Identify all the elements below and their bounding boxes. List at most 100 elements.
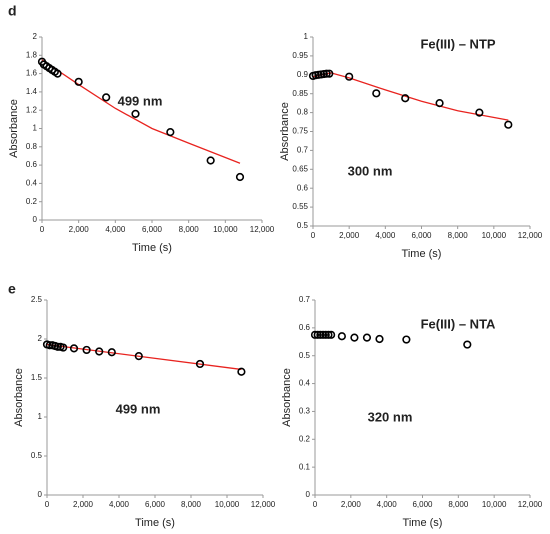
x-tick-label: 10,000	[215, 500, 240, 509]
x-tick-label: 8,000	[448, 500, 469, 509]
panel-label: e	[8, 281, 16, 297]
x-tick-label: 10,000	[482, 500, 507, 509]
data-point	[475, 108, 484, 117]
y-axis-title: Absorbance	[281, 368, 293, 427]
x-tick-label: 2,000	[341, 500, 362, 509]
data-point	[310, 330, 320, 339]
data-point	[59, 343, 68, 352]
panel-label: d	[8, 3, 17, 19]
data-point	[504, 120, 513, 129]
y-axis-title: Absorbance	[279, 102, 291, 161]
y-axis-title: Absorbance	[13, 368, 25, 427]
y-tick-label: 0	[33, 215, 38, 224]
y-tick-label: 2.5	[31, 295, 43, 304]
y-tick-label: 0	[38, 490, 43, 499]
data-point	[235, 172, 245, 182]
y-tick-label: 0.5	[299, 351, 311, 360]
x-tick-label: 4,000	[375, 231, 396, 240]
x-tick-label: 2,000	[339, 231, 360, 240]
y-tick-label: 0.6	[26, 160, 38, 169]
data-point	[345, 72, 354, 81]
data-point	[322, 69, 331, 78]
x-tick-label: 6,000	[145, 500, 166, 509]
y-tick-label: 0	[306, 490, 311, 499]
x-tick-label: 12,000	[518, 231, 543, 240]
data-point	[195, 359, 205, 369]
y-tick-label: 0.75	[292, 127, 308, 136]
x-tick-label: 12,000	[251, 500, 276, 509]
y-tick-label: 0.6	[297, 183, 309, 192]
annotation: 300 nm	[348, 163, 393, 178]
fit-line	[46, 343, 242, 371]
data-point	[401, 94, 410, 103]
data-point	[69, 344, 79, 353]
data-point	[435, 99, 444, 108]
x-tick-label: 4,000	[377, 500, 398, 509]
y-tick-label: 0.3	[299, 407, 311, 416]
x-axis-title: Time (s)	[132, 242, 172, 254]
y-tick-label: 0.5	[31, 451, 43, 460]
y-tick-label: 1.6	[26, 69, 38, 78]
x-axis-title: Time (s)	[135, 517, 175, 529]
data-point	[337, 332, 346, 341]
data-point	[350, 333, 359, 342]
data-point	[53, 342, 62, 351]
x-tick-label: 12,000	[518, 500, 543, 509]
x-tick-label: 0	[313, 500, 318, 509]
y-tick-label: 1	[33, 124, 38, 133]
data-point	[53, 69, 62, 78]
data-point	[318, 330, 328, 339]
data-point	[95, 347, 104, 356]
x-tick-label: 4,000	[109, 500, 130, 509]
x-tick-label: 8,000	[181, 500, 202, 509]
y-tick-label: 0.2	[299, 434, 311, 443]
x-tick-label: 6,000	[412, 500, 433, 509]
x-axis-title: Time (s)	[402, 248, 442, 260]
data-point	[372, 89, 381, 98]
y-tick-label: 1	[38, 412, 43, 421]
data-point	[74, 77, 83, 86]
annotation: Fe(III) – NTP	[420, 36, 495, 51]
data-point	[102, 93, 111, 102]
y-tick-label: 0.2	[26, 197, 38, 206]
data-point	[321, 330, 330, 339]
y-tick-label: 1.8	[26, 50, 38, 59]
y-tick-label: 1.4	[26, 87, 38, 96]
y-tick-label: 0.8	[26, 142, 38, 151]
y-tick-label: 1.2	[26, 105, 38, 114]
x-tick-label: 4,000	[105, 225, 126, 234]
data-point	[362, 333, 372, 342]
data-point	[134, 352, 143, 361]
data-point	[463, 340, 472, 349]
x-tick-label: 0	[45, 500, 50, 509]
y-tick-label: 0.9	[297, 70, 309, 79]
data-point	[375, 334, 384, 344]
y-tick-label: 2	[38, 334, 43, 343]
annotation: 499 nm	[116, 401, 161, 416]
y-tick-label: 0.55	[292, 202, 308, 211]
data-point	[45, 341, 54, 350]
y-tick-label: 0.6	[299, 323, 311, 332]
y-tick-label: 0.7	[299, 295, 311, 304]
data-point	[324, 330, 333, 339]
y-tick-label: 1.5	[31, 373, 43, 382]
y-tick-label: 0.1	[299, 462, 311, 471]
data-point	[166, 128, 175, 137]
y-tick-label: 0.4	[26, 179, 38, 188]
x-tick-label: 10,000	[213, 225, 238, 234]
y-tick-label: 2	[33, 32, 38, 41]
x-tick-label: 10,000	[482, 231, 507, 240]
x-axis-title: Time (s)	[403, 517, 443, 529]
fit-line	[312, 72, 509, 121]
data-point	[131, 109, 140, 118]
annotation: 320 nm	[368, 409, 413, 424]
annotation: 499 nm	[118, 93, 163, 108]
x-tick-label: 12,000	[250, 225, 275, 234]
x-tick-label: 0	[311, 231, 316, 240]
x-tick-label: 2,000	[69, 225, 90, 234]
x-tick-label: 6,000	[411, 231, 432, 240]
data-point	[237, 367, 246, 376]
y-tick-label: 0.95	[292, 51, 308, 60]
x-tick-label: 2,000	[73, 500, 94, 509]
